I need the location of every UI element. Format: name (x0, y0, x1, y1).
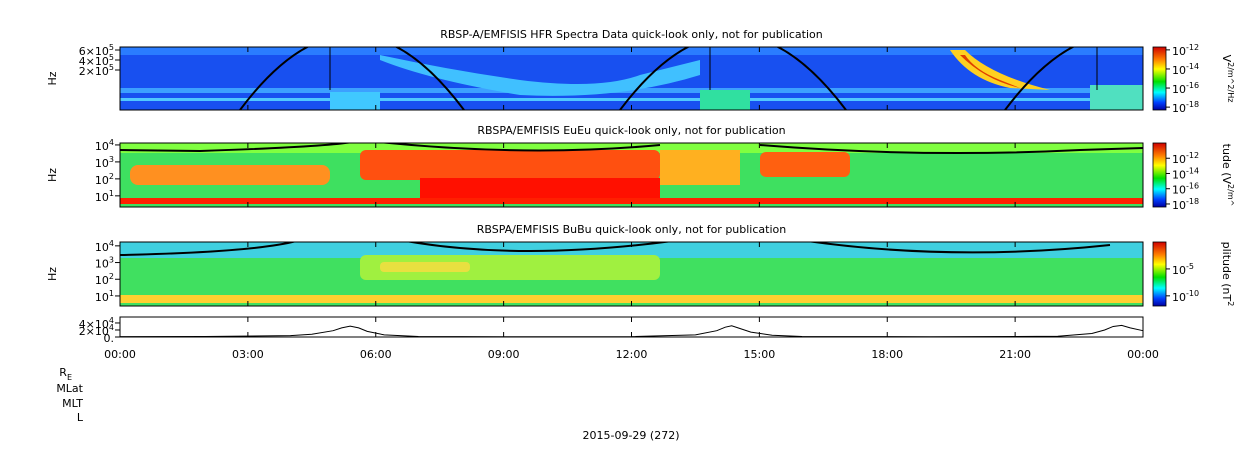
x-tick-label: 06:00 (360, 348, 392, 361)
y-tick-label: 4×105 (79, 53, 114, 69)
x-tick-label: 12:00 (616, 348, 648, 361)
y-tick-label: 101 (95, 188, 114, 204)
colorbar (1152, 241, 1167, 307)
x-tick-label: 18:00 (871, 348, 903, 361)
colorbar-tick-label: 10-5 (1172, 261, 1194, 277)
colorbar-tick-label: 10-14 (1172, 166, 1199, 182)
x-tick-label: 00:00 (1127, 348, 1159, 361)
x-tick-label: 00:00 (104, 348, 136, 361)
x-tick-label: 03:00 (232, 348, 264, 361)
y-tick-label: 103 (95, 154, 114, 170)
y-axis-label: Hz (46, 267, 59, 281)
colorbar-tick-label: 10-16 (1172, 81, 1199, 97)
ephemeris-label: RE (59, 366, 72, 382)
panel-title: RBSP-A/EMFISIS HFR Spectra Data quick-lo… (440, 28, 823, 41)
y-tick-label: 104 (95, 137, 114, 153)
y-tick-label: 104 (95, 238, 114, 254)
spectrogram-image (120, 242, 1143, 306)
colorbar (1152, 46, 1167, 111)
x-tick-label: 15:00 (744, 348, 776, 361)
colorbar-label: V2/m^2/Hz (1220, 55, 1236, 103)
x-tick-label: 09:00 (488, 348, 520, 361)
colorbar-label: tude (V2/m^ (1220, 144, 1236, 207)
y-tick-label: 0. (104, 332, 115, 345)
ephemeris-label: MLat (56, 382, 83, 395)
ephemeris-label: L (77, 411, 84, 424)
colorbar-tick-label: 10-18 (1172, 100, 1199, 116)
panel-title: RBSPA/EMFISIS BuBu quick-look only, not … (477, 223, 787, 236)
y-tick-label: 2×105 (79, 63, 114, 79)
colorbar (1152, 142, 1167, 208)
y-tick-label: 102 (95, 272, 114, 288)
y-tick-label: 4×104 (79, 315, 114, 331)
colorbar-tick-label: 10-12 (1172, 42, 1199, 58)
y-tick-label: 102 (95, 171, 114, 187)
spectrogram-image (120, 143, 1143, 207)
colorbar-tick-label: 10-18 (1172, 196, 1199, 212)
y-tick-label: 101 (95, 288, 114, 304)
spectrogram-image (120, 47, 1143, 110)
y-tick-label: 103 (95, 255, 114, 271)
colorbar-tick-label: 10-10 (1172, 288, 1199, 304)
x-tick-label: 21:00 (999, 348, 1031, 361)
y-axis-label: Hz (46, 168, 59, 182)
ephemeris-label: MLT (62, 397, 83, 410)
y-tick-label: 2×104 (79, 322, 114, 338)
y-axis-label: Hz (46, 71, 59, 85)
y-tick-label: 6×105 (79, 43, 114, 59)
colorbar-tick-label: 10-14 (1172, 61, 1199, 77)
date-label: 2015-09-29 (272) (582, 429, 679, 442)
data-line (119, 324, 1144, 338)
colorbar-tick-label: 10-12 (1172, 151, 1199, 167)
colorbar-label: plitude (nT2 (1220, 242, 1236, 307)
colorbar-tick-label: 10-16 (1172, 181, 1199, 197)
panel-title: RBSPA/EMFISIS EuEu quick-look only, not … (477, 124, 785, 137)
